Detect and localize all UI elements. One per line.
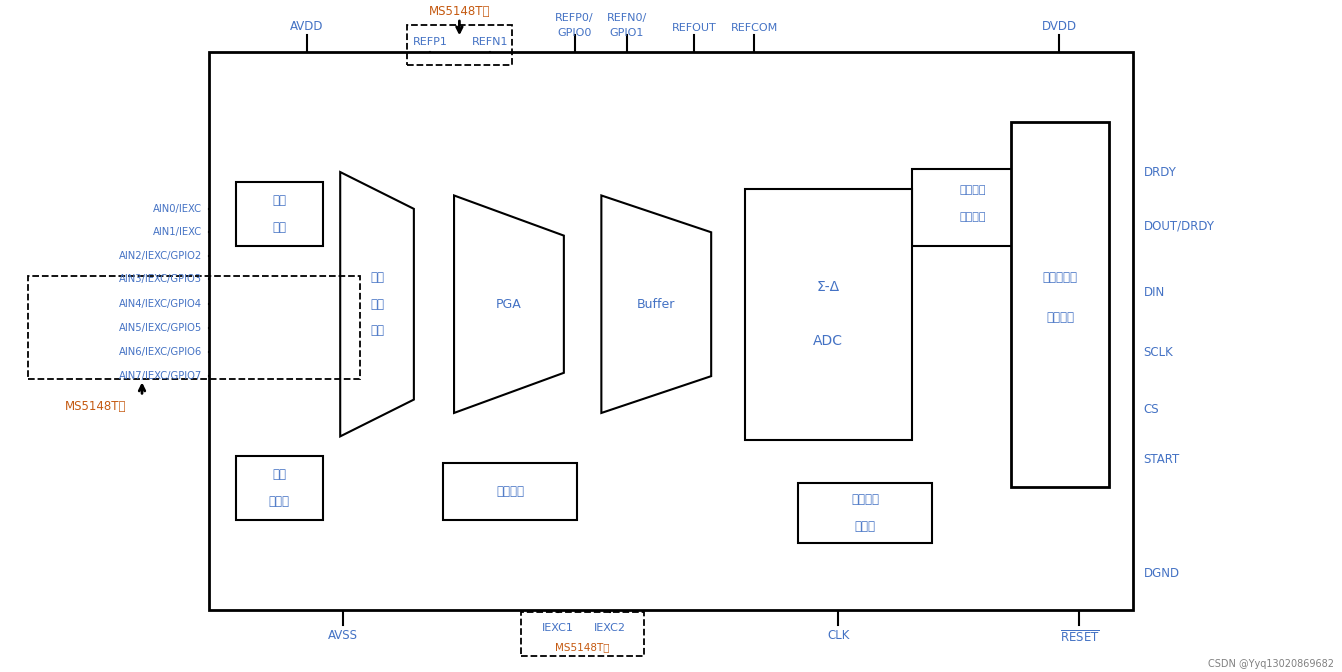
Text: AIN0/IEXC: AIN0/IEXC (153, 204, 203, 214)
Bar (443, 463, 577, 520)
Text: MS5148T有: MS5148T有 (64, 400, 126, 413)
Polygon shape (601, 196, 711, 413)
Bar (236, 182, 323, 246)
Text: 振荡器: 振荡器 (855, 520, 876, 533)
Polygon shape (341, 172, 413, 436)
Text: ADC: ADC (813, 334, 843, 348)
Text: AIN3/IEXC/GPIO3: AIN3/IEXC/GPIO3 (119, 274, 203, 284)
Text: DVDD: DVDD (1041, 19, 1076, 33)
Text: 带隙基准: 带隙基准 (960, 212, 985, 222)
Text: GPIO1: GPIO1 (609, 28, 644, 38)
Text: IEXC1: IEXC1 (542, 623, 574, 632)
Text: CS: CS (1143, 403, 1159, 416)
Bar (28, 276, 360, 380)
Text: 电压: 电压 (272, 220, 286, 234)
Text: REFN0/: REFN0/ (607, 13, 647, 23)
Text: AIN4/IEXC/GPIO4: AIN4/IEXC/GPIO4 (119, 299, 203, 309)
Text: GPIO0: GPIO0 (557, 28, 592, 38)
Text: 偏置: 偏置 (272, 194, 286, 207)
Text: PGA: PGA (497, 298, 522, 310)
Text: REFP0/: REFP0/ (556, 13, 595, 23)
Text: 输入: 输入 (370, 271, 384, 284)
Text: AIN6/IEXC/GPIO6: AIN6/IEXC/GPIO6 (119, 347, 203, 357)
Text: AIN5/IEXC/GPIO5: AIN5/IEXC/GPIO5 (119, 323, 203, 333)
Text: DIN: DIN (1143, 286, 1165, 299)
Text: 内部时钟: 内部时钟 (851, 493, 879, 507)
Bar (407, 25, 511, 65)
Text: MS5148T有: MS5148T有 (428, 5, 490, 18)
Text: SCLK: SCLK (1143, 346, 1173, 360)
Bar (913, 169, 1032, 246)
Bar (236, 456, 323, 520)
Text: CSDN @Yyq13020869682: CSDN @Yyq13020869682 (1208, 659, 1334, 669)
Text: AIN1/IEXC: AIN1/IEXC (153, 227, 203, 237)
Text: AIN2/IEXC/GPIO2: AIN2/IEXC/GPIO2 (119, 251, 203, 261)
Text: REFCOM: REFCOM (730, 23, 777, 33)
Text: 选择: 选择 (370, 325, 384, 337)
Text: 激励: 激励 (272, 468, 286, 481)
Text: 电源检测: 电源检测 (497, 485, 525, 498)
Text: IEXC2: IEXC2 (593, 623, 625, 632)
Text: AIN7/IEXC/GPIO7: AIN7/IEXC/GPIO7 (119, 371, 203, 381)
Text: REFOUT: REFOUT (671, 23, 717, 33)
Text: Σ-Δ: Σ-Δ (817, 280, 840, 294)
Text: 电流源: 电流源 (268, 495, 290, 508)
Text: 多路: 多路 (370, 298, 384, 310)
Text: 串行接口和: 串行接口和 (1043, 271, 1078, 284)
Text: DOUT/DRDY: DOUT/DRDY (1143, 219, 1215, 232)
Text: 控制逻辑: 控制逻辑 (1045, 311, 1074, 324)
Text: REFP1: REFP1 (412, 36, 447, 46)
Bar (745, 189, 913, 439)
Polygon shape (454, 196, 564, 413)
Text: MS5148T有: MS5148T有 (556, 642, 609, 653)
Text: START: START (1143, 454, 1180, 466)
Text: AVSS: AVSS (327, 629, 358, 642)
Bar (798, 483, 933, 544)
Text: REFN1: REFN1 (472, 36, 509, 46)
Text: DGND: DGND (1143, 567, 1180, 580)
Bar (209, 52, 1133, 610)
Text: 内部偏置: 内部偏置 (960, 185, 985, 196)
Text: $\overline{\mathrm{RESET}}$: $\overline{\mathrm{RESET}}$ (1060, 630, 1099, 645)
Text: Buffer: Buffer (637, 298, 675, 310)
Text: CLK: CLK (827, 629, 849, 642)
Bar (521, 612, 644, 656)
Text: AVDD: AVDD (290, 19, 323, 33)
Bar (1011, 122, 1108, 487)
Text: DRDY: DRDY (1143, 165, 1177, 179)
